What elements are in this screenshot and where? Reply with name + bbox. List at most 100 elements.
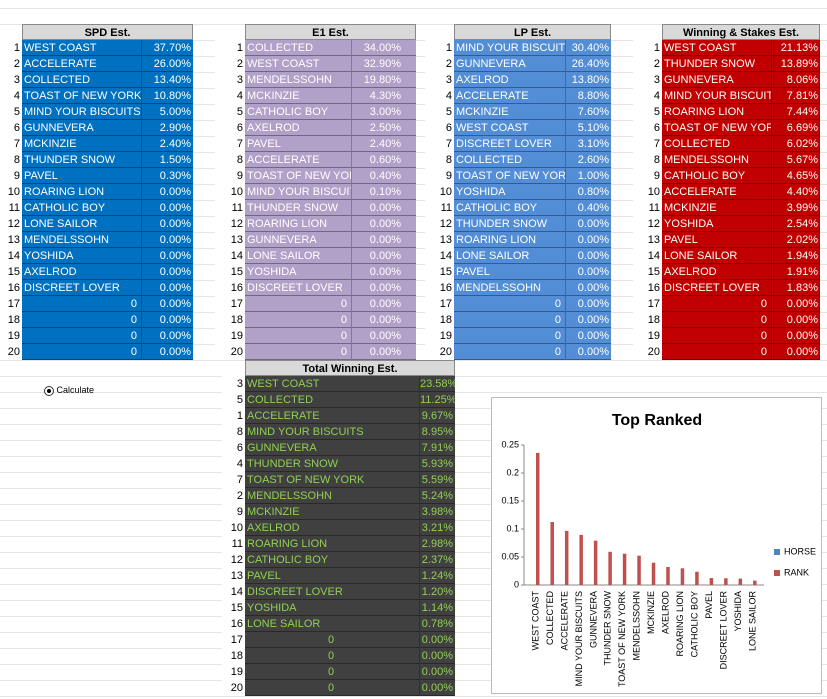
x-tick-label: LONE SAILOR (747, 591, 757, 652)
percentage: 1.83% (772, 280, 820, 296)
horse-name: AXELROD (454, 72, 566, 88)
row-number: 13 (633, 232, 662, 248)
percentage: 2.90% (142, 120, 193, 136)
row-number: 20 (215, 344, 245, 360)
horse-name: GUNNEVERA (662, 72, 772, 88)
horse-name: LONE SAILOR (454, 248, 566, 264)
percentage: 1.00% (566, 168, 611, 184)
row-number: 5 (215, 104, 245, 120)
y-tick-label: 0.2 (506, 467, 519, 477)
horse-name: 0 (245, 344, 352, 360)
horse-name: DISCREET LOVER (22, 280, 142, 296)
row-number: 3 (633, 72, 662, 88)
row-number: 17 (633, 296, 662, 312)
percentage: 0.00% (566, 344, 611, 360)
row-number: 18 (425, 312, 454, 328)
x-tick-label: ROARING LION (675, 591, 685, 657)
horse-name: 0 (245, 648, 420, 664)
horse-name: THUNDER SNOW (22, 152, 142, 168)
horse-name: ACCELERATE (245, 408, 420, 424)
horse-name: CATHOLIC BOY (245, 552, 420, 568)
horse-name: MCKINZIE (22, 136, 142, 152)
percentage: 0.00% (352, 200, 416, 216)
percentage: 0.00% (142, 328, 193, 344)
bar (550, 522, 554, 585)
horse-name: MENDELSSOHN (245, 488, 420, 504)
row-number: 16 (222, 616, 245, 632)
percentage: 2.40% (352, 136, 416, 152)
row-number: 6 (0, 120, 22, 136)
row-number: 15 (425, 264, 454, 280)
row-number: 7 (0, 136, 22, 152)
radio[interactable] (44, 385, 54, 396)
percentage: 5.24% (420, 488, 455, 504)
calculate-option[interactable]: Calculate (44, 383, 94, 397)
horse-name: 0 (662, 328, 772, 344)
bar (666, 567, 670, 585)
percentage: 2.02% (772, 232, 820, 248)
horse-name: AXELROD (662, 264, 772, 280)
x-tick-label: GUNNEVERA (588, 591, 598, 648)
percentage: 0.00% (772, 328, 820, 344)
horse-name: AXELROD (22, 264, 142, 280)
percentage: 32.90% (352, 56, 416, 72)
bar (536, 452, 540, 585)
horse-name: DISCREET LOVER (245, 584, 420, 600)
chart: Top Ranked 0 0.05 0.1 0.15 0.2 0.25 WEST COAST… (491, 397, 822, 694)
percentage: 3.21% (420, 520, 455, 536)
horse-name: THUNDER SNOW (454, 216, 566, 232)
percentage: 3.10% (566, 136, 611, 152)
percentage: 6.02% (772, 136, 820, 152)
bar (637, 555, 641, 585)
row-number: 14 (0, 248, 22, 264)
percentage: 0.00% (142, 344, 193, 360)
row-number: 13 (425, 232, 454, 248)
row-number: 8 (222, 424, 245, 440)
percentage: 0.30% (142, 168, 193, 184)
horse-name: MCKINZIE (662, 200, 772, 216)
horse-name: AXELROD (245, 120, 352, 136)
horse-name: COLLECTED (245, 40, 352, 56)
bar (695, 571, 699, 585)
horse-name: DISCREET LOVER (245, 280, 352, 296)
y-tick-label: 0.05 (501, 551, 519, 561)
percentage: 9.67% (420, 408, 455, 424)
percentage: 1.24% (420, 568, 455, 584)
horse-name: YOSHIDA (245, 600, 420, 616)
row-number: 14 (425, 248, 454, 264)
percentage: 26.40% (566, 56, 611, 72)
row-number: 1 (425, 40, 454, 56)
row-number: 2 (633, 56, 662, 72)
horse-name: MENDELSSOHN (22, 232, 142, 248)
horse-name: ACCELERATE (454, 88, 566, 104)
percentage: 0.00% (566, 296, 611, 312)
percentage: 0.00% (420, 632, 455, 648)
horse-name: MIND YOUR BISCUIT (454, 40, 566, 56)
row-number: 2 (222, 488, 245, 504)
row-number: 1 (0, 40, 22, 56)
row-number: 4 (222, 456, 245, 472)
x-tick-label: MIND YOUR BISCUITS (574, 591, 584, 686)
horse-name: WEST COAST (454, 120, 566, 136)
y-tick-label: 0.1 (506, 523, 519, 533)
x-tick-label: MCKINZIE (646, 591, 656, 634)
row-number: 1 (215, 40, 245, 56)
horse-name: 0 (454, 296, 566, 312)
x-tick-label: THUNDER SNOW (603, 590, 613, 665)
percentage: 0.00% (420, 664, 455, 680)
horse-name: MENDELSSOHN (454, 280, 566, 296)
horse-name: YOSHIDA (22, 248, 142, 264)
row-number: 14 (633, 248, 662, 264)
row-number: 5 (425, 104, 454, 120)
row-number: 18 (633, 312, 662, 328)
x-tick-label: AXELROD (661, 591, 671, 635)
row-number: 14 (215, 248, 245, 264)
percentage: 2.40% (142, 136, 193, 152)
row-number: 17 (0, 296, 22, 312)
percentage: 7.60% (566, 104, 611, 120)
percentage: 30.40% (566, 40, 611, 56)
bar (579, 534, 583, 585)
row-number: 3 (425, 72, 454, 88)
percentage: 0.00% (772, 312, 820, 328)
percentage: 7.91% (420, 440, 455, 456)
